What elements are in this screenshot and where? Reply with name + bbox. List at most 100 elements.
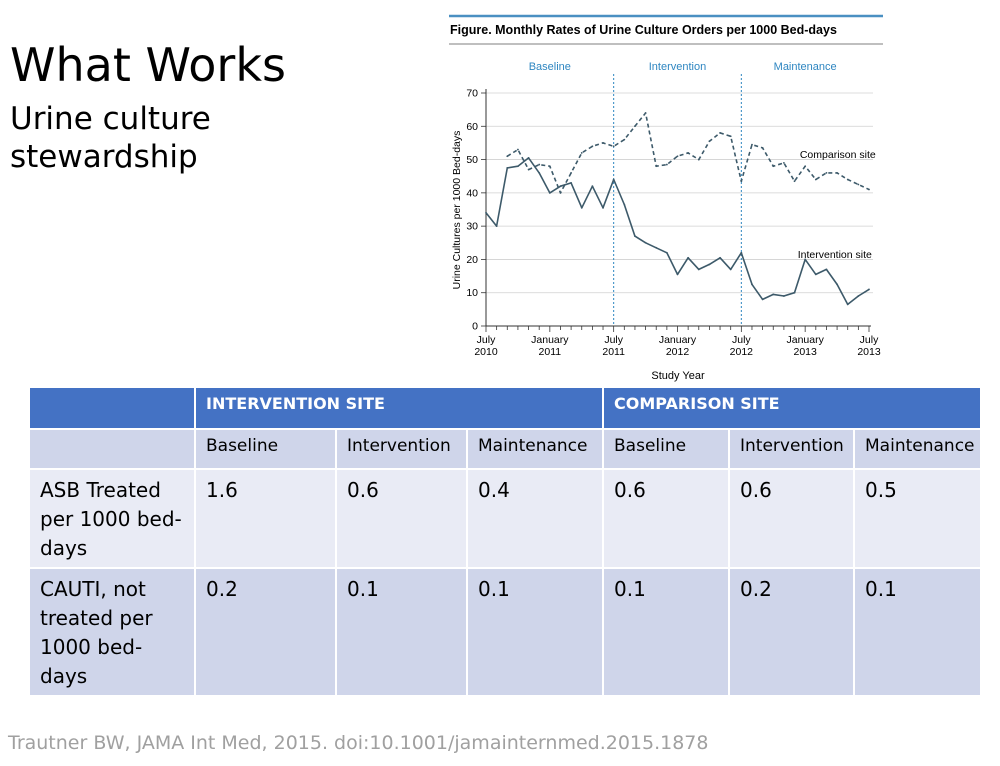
series (485, 112, 870, 306)
intervention-site-point (485, 211, 487, 214)
row-label: ASB Treated per 1000 bed-days (28, 468, 196, 569)
comparison-site-point (761, 147, 764, 149)
comparison-site-point (719, 132, 721, 134)
intervention-site-point (495, 225, 498, 228)
phase-header-row: Baseline Intervention Maintenance Baseli… (28, 428, 983, 470)
intervention-site-point (559, 185, 562, 188)
comparison-site-point (634, 125, 636, 128)
slide-subtitle: Urine culture stewardship (10, 101, 211, 175)
comparison-site-point (665, 163, 668, 166)
header-empty-cell (28, 386, 196, 430)
intervention-site-point (868, 288, 870, 291)
phase-header-maintenance: Maintenance (853, 428, 983, 470)
table-row-cauti: CAUTI, not treated per 1000 bed-days 0.2… (28, 567, 983, 697)
comparison-site-point (836, 171, 838, 174)
comparison-site-point (729, 135, 732, 138)
table-cell: 0.1 (335, 567, 468, 697)
x-tick-labels: July2010January2011July2011January2012Ju… (474, 334, 881, 358)
table-row-asb: ASB Treated per 1000 bed-days 1.6 0.6 0.… (28, 468, 983, 569)
y-tick-label: 10 (466, 287, 478, 299)
phase-header-maintenance: Maintenance (465, 428, 605, 470)
comparison-site-point (751, 143, 753, 146)
line-chart: Figure. Monthly Rates of Urine Culture O… (449, 14, 883, 382)
table-cell: 0.2 (728, 567, 856, 697)
y-tick-label: 70 (466, 88, 478, 100)
intervention-site-point (793, 291, 796, 294)
intervention-site-point (772, 293, 775, 296)
axes (485, 89, 871, 332)
comparison-site-point (846, 178, 849, 181)
citation: Trautner BW, JAMA Int Med, 2015. doi:10.… (8, 732, 709, 754)
comparison-site-label: Comparison site (800, 149, 876, 161)
results-table: INTERVENTION SITE COMPARISON SITE Baseli… (28, 386, 983, 697)
phase-dividers (613, 74, 742, 326)
x-tick-label: 2012 (730, 346, 754, 358)
phase-header-empty-cell (28, 428, 196, 470)
phase-header-intervention: Intervention (335, 428, 468, 470)
comparison-site-point (676, 155, 679, 158)
x-tick-label: July (860, 334, 879, 346)
intervention-site-line (485, 157, 870, 306)
intervention-site-point (506, 166, 509, 169)
comparison-site-header: COMPARISON SITE (602, 386, 983, 430)
x-tick-label: January (659, 334, 697, 346)
site-header-row: INTERVENTION SITE COMPARISON SITE (28, 386, 983, 430)
intervention-site-point (538, 171, 541, 174)
x-tick-label: July (477, 334, 496, 346)
comparison-site-point (538, 163, 541, 166)
comparison-site-point (623, 138, 626, 141)
table-cell: 0.6 (728, 468, 856, 569)
intervention-site-point (623, 203, 626, 206)
table-cell: 0.4 (465, 468, 605, 569)
intervention-site-point (804, 258, 807, 261)
table-cell: 0.2 (194, 567, 337, 697)
comparison-site-point (772, 165, 775, 168)
x-tick-label: July (732, 334, 751, 346)
figure: Figure. Monthly Rates of Urine Culture O… (449, 14, 883, 384)
y-tick-label: 40 (466, 187, 478, 199)
intervention-site-point (655, 246, 658, 249)
intervention-site-point (612, 178, 615, 181)
intervention-site-point (602, 206, 604, 209)
comparison-site-point (825, 171, 828, 174)
table-cell: 0.5 (853, 468, 983, 569)
phase-header-baseline: Baseline (194, 428, 337, 470)
series-labels: Comparison site Intervention site (798, 149, 876, 261)
intervention-site-point (580, 206, 583, 209)
intervention-site-point (527, 157, 530, 159)
phase-label: Baseline (529, 61, 571, 73)
intervention-site-point (708, 263, 711, 266)
comparison-site-point (655, 165, 658, 168)
x-tick-label: 2010 (474, 346, 498, 358)
intervention-site-point (634, 235, 636, 238)
intervention-site-point (814, 273, 817, 276)
y-axis-label: Urine Cultures per 1000 Bed-days (451, 131, 463, 290)
y-tick-label: 60 (466, 121, 478, 133)
comparison-site-point (517, 148, 519, 151)
comparison-site-point (708, 140, 711, 143)
comparison-site-point (612, 145, 615, 148)
y-tick-label: 0 (472, 321, 478, 333)
comparison-site-point (857, 183, 860, 186)
x-tick-label: 2011 (602, 346, 625, 358)
x-tick-label: 2012 (666, 346, 690, 358)
y-tick-labels: 0 10 20 30 40 50 60 70 (466, 88, 478, 333)
phase-header-baseline: Baseline (602, 428, 731, 470)
comparison-site-point (814, 178, 817, 181)
row-label: CAUTI, not treated per 1000 bed-days (28, 567, 196, 697)
intervention-site-point (729, 268, 732, 271)
intervention-site-point (782, 295, 785, 297)
intervention-site-point (740, 251, 743, 254)
comparison-site-point (687, 152, 690, 154)
table-cell: 0.6 (602, 468, 731, 569)
table-cell: 0.6 (335, 468, 468, 569)
chart-title: Figure. Monthly Rates of Urine Culture O… (450, 23, 837, 37)
intervention-site-point (676, 273, 679, 276)
intervention-site-point (517, 165, 519, 168)
comparison-site-point (793, 180, 796, 183)
intervention-site-point (570, 181, 573, 184)
table-cell: 0.1 (465, 567, 605, 697)
intervention-site-point (644, 241, 647, 244)
intervention-site-point (548, 191, 551, 194)
intervention-site-point (846, 303, 849, 306)
